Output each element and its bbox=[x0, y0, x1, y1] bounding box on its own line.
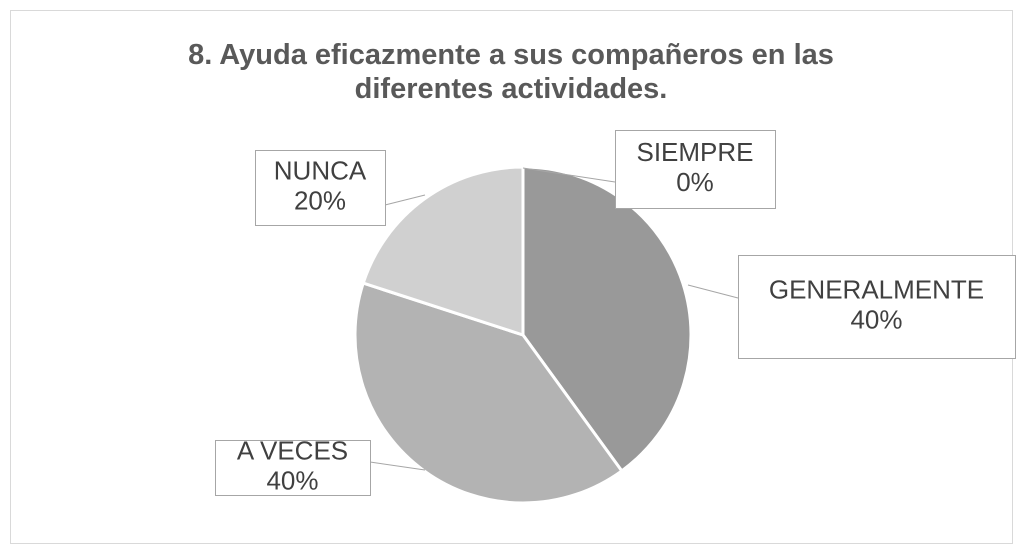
category-label: NUNCA bbox=[274, 155, 367, 185]
pie-slice bbox=[353, 281, 624, 505]
pie-slice bbox=[361, 165, 525, 338]
value-label: 40% bbox=[850, 304, 902, 334]
category-label: A VECES bbox=[237, 435, 348, 465]
label-box bbox=[738, 255, 1016, 359]
leader-line bbox=[369, 461, 426, 471]
chart-title: 8. Ayuda eficazmente a sus compañeros en… bbox=[188, 39, 834, 105]
label-box bbox=[215, 440, 371, 496]
leader-line bbox=[384, 194, 426, 206]
label-box bbox=[615, 130, 776, 209]
leader-line bbox=[687, 284, 739, 299]
label-box bbox=[255, 150, 386, 226]
leader-line bbox=[522, 167, 616, 183]
value-label: 40% bbox=[266, 465, 318, 495]
value-label: 0% bbox=[676, 167, 714, 197]
category-label: GENERALMENTE bbox=[769, 274, 984, 304]
category-label: SIEMPRE bbox=[636, 137, 753, 167]
value-label: 20% bbox=[294, 185, 346, 215]
